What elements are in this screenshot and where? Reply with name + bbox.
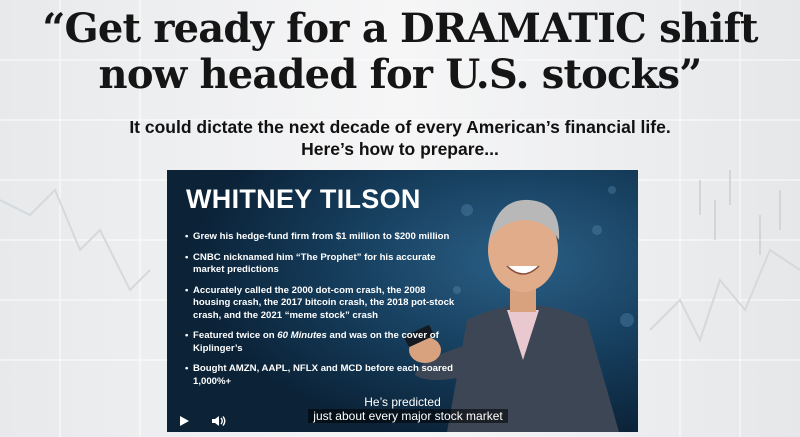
bullet-item: CNBC nicknamed him “The Prophet” for his… — [185, 252, 455, 277]
subheadline-line-2: Here’s how to prepare... — [301, 139, 499, 159]
bullet-text: Accurately called the 2000 dot-com crash… — [193, 284, 455, 321]
volume-icon — [212, 416, 226, 426]
bullet-text: CNBC nicknamed him “The Prophet” for his… — [193, 251, 436, 276]
video-speaker-name: WHITNEY TILSON — [186, 184, 421, 214]
subheadline-line-1: It could dictate the next decade of ever… — [129, 117, 671, 137]
bullet-text: Bought AMZN, AAPL, NFLX and MCD before e… — [193, 363, 453, 387]
play-icon — [180, 416, 189, 426]
volume-button[interactable] — [211, 414, 227, 428]
video-bullet-list: Grew his hedge-fund firm from $1 million… — [185, 231, 455, 396]
video-player[interactable]: WHITNEY TILSON Grew his hedge-fund firm … — [167, 170, 638, 432]
play-button[interactable] — [177, 414, 191, 428]
bullet-item: Bought AMZN, AAPL, NFLX and MCD before e… — [185, 363, 455, 388]
bullet-text: Featured twice on 60 Minutes and was on … — [193, 330, 439, 354]
bullet-item: Accurately called the 2000 dot-com crash… — [185, 285, 455, 323]
video-caption-line-1: He’s predicted — [364, 395, 441, 409]
video-caption-line-2: just about every major stock market — [308, 409, 508, 423]
headline-line-1: “Get ready for a DRAMATIC shift — [42, 5, 758, 52]
subheadline: It could dictate the next decade of ever… — [0, 116, 800, 160]
bullet-item: Grew his hedge-fund firm from $1 million… — [185, 231, 455, 244]
show-title: 60 Minutes — [277, 330, 327, 341]
headline: “Get ready for a DRAMATIC shift now head… — [0, 6, 800, 98]
headline-line-2: now headed for U.S. stocks” — [98, 51, 703, 98]
bullet-item: Featured twice on 60 Minutes and was on … — [185, 330, 455, 355]
bullet-text: Grew his hedge-fund firm from $1 million… — [193, 231, 450, 242]
